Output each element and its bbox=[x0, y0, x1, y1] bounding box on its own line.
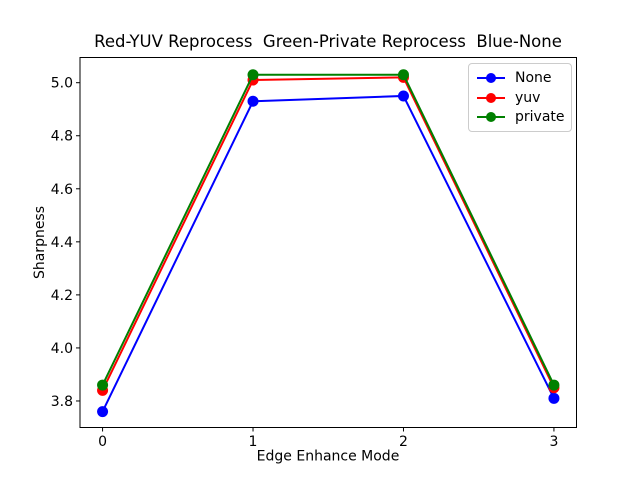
data-point-None bbox=[548, 392, 560, 404]
y-tick-label: 4.2 bbox=[51, 288, 73, 304]
data-point-None bbox=[247, 95, 259, 107]
legend-line-marker-icon bbox=[477, 92, 505, 103]
legend-marker bbox=[486, 73, 496, 84]
legend-label: yuv bbox=[515, 89, 541, 106]
data-point-private bbox=[548, 379, 560, 391]
data-point-private bbox=[247, 69, 259, 81]
y-tick-label: 3.8 bbox=[51, 394, 73, 410]
series-line-None bbox=[101, 94, 555, 413]
y-axis-label: Sharpness bbox=[32, 206, 48, 279]
x-tick-label: 3 bbox=[549, 434, 558, 450]
y-tick-label: 4.4 bbox=[51, 235, 73, 251]
legend-line-marker-icon bbox=[477, 111, 505, 122]
series-line-private bbox=[101, 73, 555, 386]
x-tick-label: 2 bbox=[399, 434, 408, 450]
legend-line-marker-icon bbox=[477, 73, 505, 84]
data-point-private bbox=[397, 69, 409, 81]
y-tick-label: 5.0 bbox=[51, 76, 73, 92]
legend-item-private: private bbox=[476, 108, 565, 125]
legend-label: private bbox=[515, 108, 565, 125]
y-tick-label: 4.6 bbox=[51, 182, 73, 198]
data-point-None bbox=[397, 90, 409, 102]
x-axis-label: Edge Enhance Mode bbox=[257, 449, 400, 465]
plot-area: 0 1 2 3 3.8 4.0 4.2 4.4 4.6 4.8 5.0 bbox=[51, 57, 577, 450]
legend-item-none: None bbox=[476, 71, 564, 85]
legend-marker bbox=[486, 92, 496, 103]
legend-label: None bbox=[515, 70, 552, 87]
x-tick-label: 0 bbox=[98, 434, 107, 450]
x-tick-label: 1 bbox=[249, 434, 258, 450]
y-tick-label: 4.8 bbox=[51, 129, 73, 145]
series-line-yuv bbox=[101, 76, 555, 391]
data-point-private bbox=[97, 379, 109, 391]
legend-item-yuv: yuv bbox=[476, 91, 564, 105]
plot-frame bbox=[79, 57, 577, 428]
y-tick-label: 4.0 bbox=[51, 341, 73, 357]
chart-title: Red-YUV Reprocess Green-Private Reproces… bbox=[94, 32, 562, 51]
legend-marker bbox=[486, 111, 496, 122]
data-point-None bbox=[97, 406, 109, 418]
legend: None yuv private bbox=[468, 63, 572, 132]
